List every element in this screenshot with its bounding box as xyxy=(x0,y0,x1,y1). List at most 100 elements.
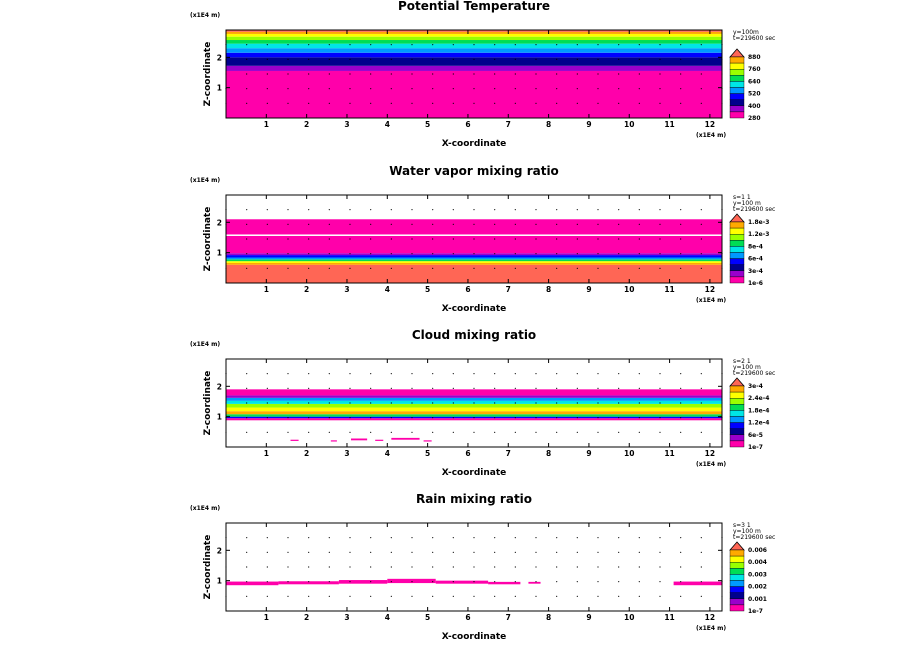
grid-dot xyxy=(494,58,496,60)
x-tick-label: 7 xyxy=(506,120,511,129)
grid-dot xyxy=(700,566,702,568)
grid-dot xyxy=(473,238,475,240)
grid-dot xyxy=(597,417,599,419)
grid-dot xyxy=(349,102,351,104)
colorbar-swatch xyxy=(729,258,745,265)
grid-dot xyxy=(638,581,640,583)
grid-dot xyxy=(700,431,702,433)
grid-dot xyxy=(328,551,330,553)
grid-dot xyxy=(390,581,392,583)
contour-band xyxy=(226,418,722,421)
grid-dot xyxy=(287,253,289,255)
grid-dot xyxy=(349,566,351,568)
contour-band xyxy=(226,36,722,41)
grid-dot xyxy=(287,58,289,60)
colorbar-level-label: 1e-6 xyxy=(748,280,763,287)
grid-dot xyxy=(659,88,661,90)
grid-dot xyxy=(473,102,475,104)
grid-dot xyxy=(638,58,640,60)
grid-dot xyxy=(287,537,289,539)
grid-dot xyxy=(473,551,475,553)
grid-dot xyxy=(514,238,516,240)
grid-dot xyxy=(266,387,268,389)
grid-dot xyxy=(535,238,537,240)
grid-dot xyxy=(494,537,496,539)
grid-dot xyxy=(328,387,330,389)
grid-dot xyxy=(432,58,434,60)
grid-dot xyxy=(556,223,558,225)
grid-dot xyxy=(514,595,516,597)
x-tick-label: 1 xyxy=(264,285,269,294)
colorbar-swatch xyxy=(729,385,745,393)
colorbar-swatch xyxy=(729,555,745,563)
grid-dot xyxy=(473,537,475,539)
grid-dot xyxy=(308,267,310,269)
contour-patch xyxy=(435,580,489,584)
grid-dot xyxy=(494,44,496,46)
contour-patch xyxy=(330,440,337,442)
grid-dot xyxy=(246,44,248,46)
colorbar-swatch xyxy=(729,440,745,448)
grid-dot xyxy=(680,387,682,389)
x-tick-label: 6 xyxy=(465,285,470,294)
grid-dot xyxy=(246,431,248,433)
colorbar-level-label: 0.003 xyxy=(748,571,767,578)
colorbar-level-label: 6e-4 xyxy=(748,256,763,263)
grid-dot xyxy=(597,238,599,240)
contour-band xyxy=(226,259,722,262)
grid-dot xyxy=(618,267,620,269)
grid-dot xyxy=(349,551,351,553)
grid-dot xyxy=(680,267,682,269)
chart-title: Cloud mixing ratio xyxy=(412,328,536,342)
grid-dot xyxy=(452,373,454,375)
grid-dot xyxy=(659,253,661,255)
contour-band xyxy=(226,30,722,32)
x-tick-label: 2 xyxy=(304,449,309,458)
grid-dot xyxy=(452,238,454,240)
annotation-text: y=100m xyxy=(733,29,759,36)
chart-panel-3: Cloud mixing ratio(x1E4 m)1 2 3 4 5 6 7 8 9 10 11 1… xyxy=(190,328,775,478)
grid-dot xyxy=(411,267,413,269)
grid-dot xyxy=(556,88,558,90)
grid-dot xyxy=(370,551,372,553)
grid-dot xyxy=(370,58,372,60)
grid-dot xyxy=(349,387,351,389)
grid-dot xyxy=(556,537,558,539)
grid-dot xyxy=(494,566,496,568)
grid-dot xyxy=(680,223,682,225)
grid-dot xyxy=(514,209,516,211)
grid-dot xyxy=(618,595,620,597)
grid-dot xyxy=(494,223,496,225)
grid-dot xyxy=(349,58,351,60)
grid-dot xyxy=(535,417,537,419)
grid-dot xyxy=(535,58,537,60)
colorbar-swatch xyxy=(729,75,745,82)
grid-dot xyxy=(246,88,248,90)
contour-band xyxy=(226,389,722,396)
grid-dot xyxy=(659,417,661,419)
grid-dot xyxy=(535,402,537,404)
x-tick-label: 12 xyxy=(705,449,715,458)
grid-dot xyxy=(535,88,537,90)
grid-dot xyxy=(370,267,372,269)
grid-dot xyxy=(328,581,330,583)
colorbar-swatch xyxy=(729,227,745,235)
grid-dot xyxy=(659,595,661,597)
grid-dot xyxy=(680,58,682,60)
grid-dot xyxy=(266,431,268,433)
grid-dot xyxy=(618,551,620,553)
grid-dot xyxy=(597,537,599,539)
x-tick-label: 5 xyxy=(425,120,430,129)
grid-dot xyxy=(535,209,537,211)
colorbar-arrow xyxy=(729,48,745,58)
colorbar-swatch xyxy=(729,428,745,436)
grid-dot xyxy=(370,387,372,389)
grid-dot xyxy=(432,551,434,553)
grid-dot xyxy=(452,267,454,269)
grid-dot xyxy=(328,537,330,539)
grid-dot xyxy=(452,58,454,60)
y-unit-label: (x1E4 m) xyxy=(190,341,220,348)
grid-dot xyxy=(432,402,434,404)
colorbar-swatch xyxy=(729,68,745,76)
grid-dot xyxy=(535,102,537,104)
